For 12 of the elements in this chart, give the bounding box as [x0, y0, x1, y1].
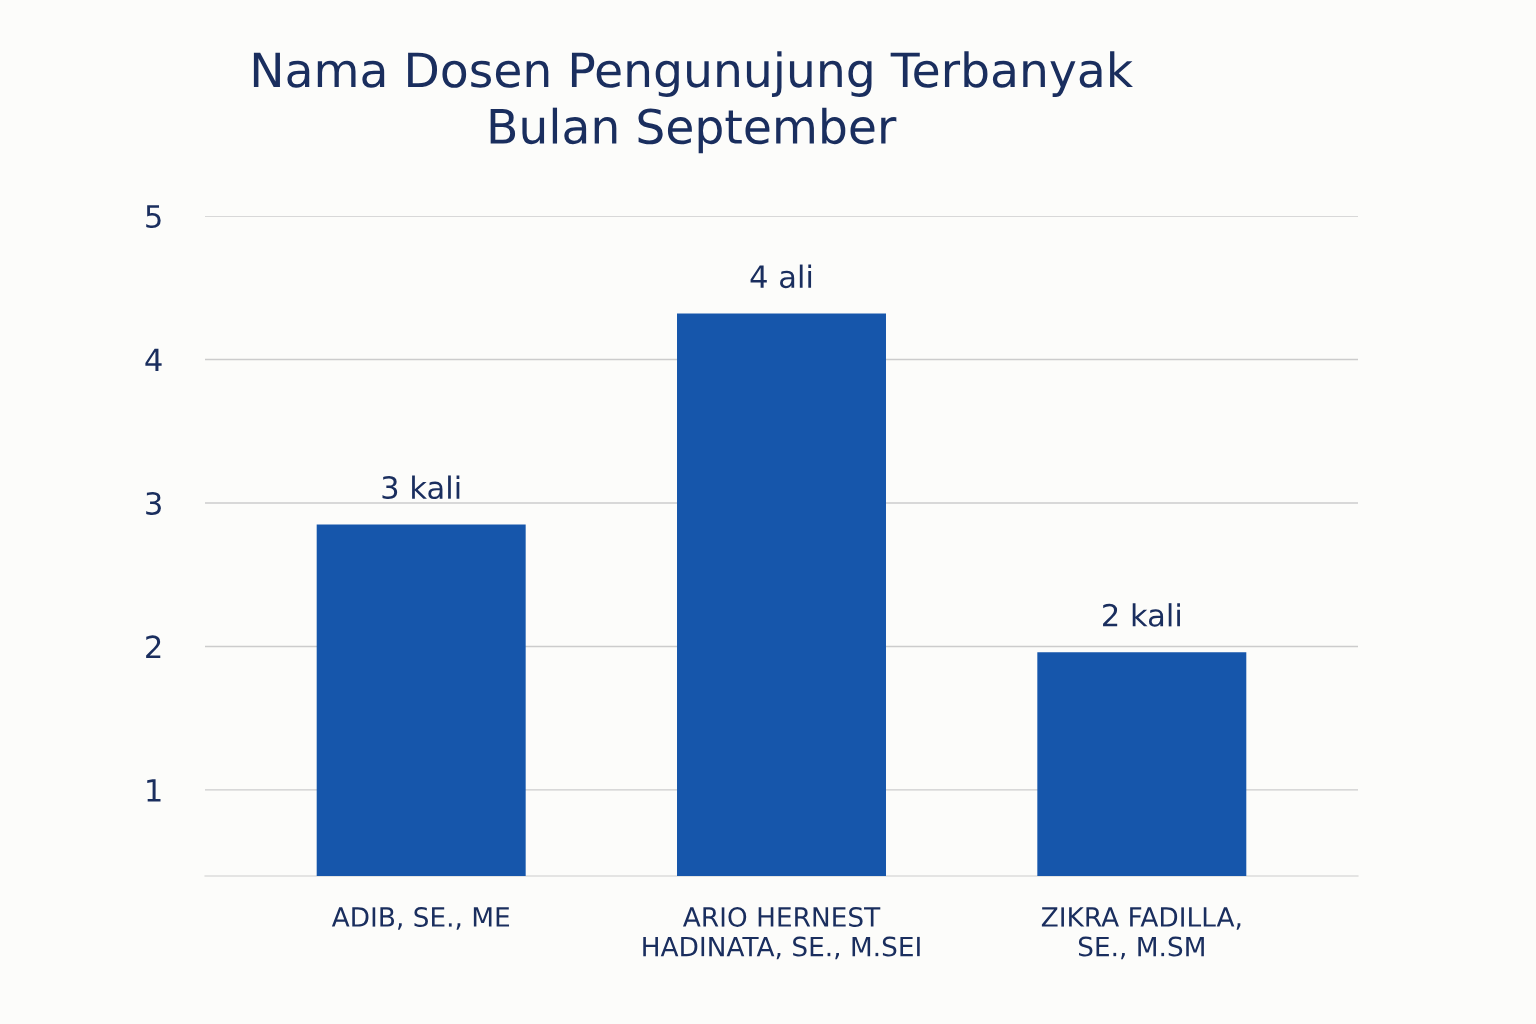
y-tick-label: 3	[146, 491, 161, 515]
y-tick-label: 2	[146, 635, 161, 659]
y-tick-label: 1	[147, 779, 161, 802]
chart-title: Nama Dosen Pengunujung Terbanyak Bulan September	[253, 51, 1134, 154]
data-label: 4 ali	[750, 264, 812, 289]
x-tick-label: ARIO HERNEST HADINATA, SE., M.SEI	[643, 907, 920, 960]
data-label: 2 kali	[1103, 603, 1180, 627]
y-tick-label: 4	[145, 348, 162, 372]
x-tick-label: ZIKRA FADILLA, SE., M.SM	[1041, 907, 1241, 960]
x-tick-label: ADIB, SE., ME	[331, 907, 510, 930]
y-tick-label: 5	[146, 205, 161, 229]
data-label: 3 kali	[382, 475, 460, 500]
